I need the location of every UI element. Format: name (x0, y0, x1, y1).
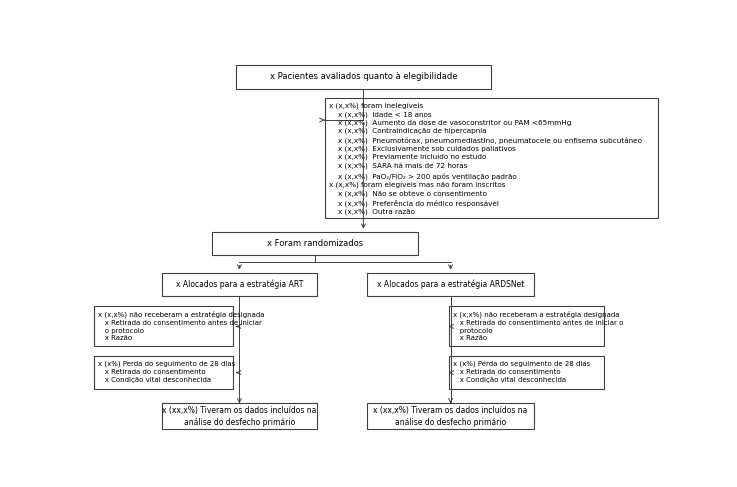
Text: x (x,x%) não receberam a estratégia designada
   x Retirada do consentimento ant: x (x,x%) não receberam a estratégia desi… (98, 311, 265, 341)
Text: x (xx,x%) Tiveram os dados incluídos na
análise do desfecho primário: x (xx,x%) Tiveram os dados incluídos na … (162, 406, 317, 427)
Bar (94, 356, 233, 389)
Bar (212, 232, 418, 255)
Text: x (x,x%) foram inelegíveis
    x (x,x%)  Idade < 18 anos
    x (x,x%)  Aumento d: x (x,x%) foram inelegíveis x (x,x%) Idad… (329, 103, 642, 215)
Bar (449, 356, 604, 389)
Bar (162, 273, 317, 296)
Text: x Alocados para a estratégia ARDSNet: x Alocados para a estratégia ARDSNet (377, 280, 524, 289)
Text: x (x%) Perda do seguimento de 28 dias
   x Retirada do consentimento
   x Condiç: x (x%) Perda do seguimento de 28 dias x … (453, 361, 590, 383)
Bar (324, 98, 658, 218)
Text: x Pacientes avaliados quanto à elegibilidade: x Pacientes avaliados quanto à elegibili… (270, 73, 457, 81)
Text: x (xx,x%) Tiveram os dados incluídos na
análise do desfecho primário: x (xx,x%) Tiveram os dados incluídos na … (374, 406, 528, 427)
Bar (94, 306, 233, 346)
Text: x (x%) Perda do seguimento de 28 dias
   x Retirada do consentimento
   x Condiç: x (x%) Perda do seguimento de 28 dias x … (98, 361, 236, 383)
Bar (162, 403, 317, 429)
Text: x Alocados para a estratégia ART: x Alocados para a estratégia ART (175, 280, 303, 289)
Text: x (x,x%) não receberam a estratégia designada
   x Retirada do consentimento ant: x (x,x%) não receberam a estratégia desi… (453, 311, 624, 341)
Bar (236, 65, 492, 89)
Bar (449, 306, 604, 346)
Bar (367, 273, 534, 296)
Bar (367, 403, 534, 429)
Text: x Foram randomizados: x Foram randomizados (267, 239, 363, 248)
